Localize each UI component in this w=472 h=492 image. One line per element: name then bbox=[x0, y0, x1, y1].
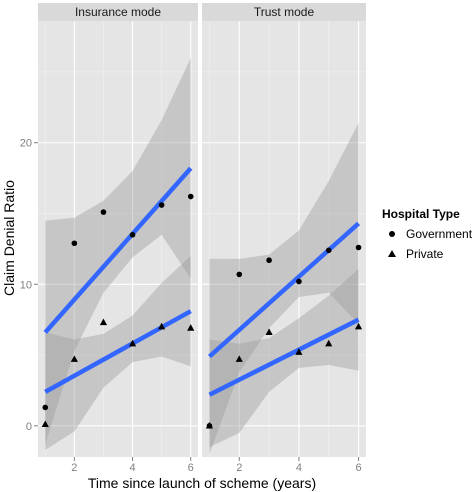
data-point-private bbox=[70, 355, 78, 362]
legend: Hospital Type Government Private bbox=[382, 207, 472, 261]
data-point-private bbox=[128, 339, 137, 347]
panel-strip bbox=[202, 3, 366, 21]
legend-triangle-marker bbox=[388, 250, 396, 257]
data-point-government bbox=[296, 278, 302, 285]
data-point-government bbox=[355, 244, 362, 251]
x-tick-label: 4 bbox=[296, 462, 302, 474]
data-point-private bbox=[235, 355, 243, 362]
data-point-government bbox=[42, 404, 49, 411]
data-point-government bbox=[71, 240, 78, 247]
legend-label-private: Private bbox=[406, 247, 444, 261]
facet-panels: Insurance mode 2 4 6 0 10 20 Trust mode 2 4 6 bbox=[20, 3, 366, 474]
data-point-private bbox=[325, 339, 333, 347]
legend-circle-marker bbox=[389, 231, 395, 237]
data-point-government bbox=[187, 193, 194, 200]
data-point-government bbox=[325, 247, 332, 254]
fit-line-government bbox=[207, 221, 361, 359]
x-tick-label: 6 bbox=[188, 462, 194, 474]
legend-title: Hospital Type bbox=[382, 207, 460, 221]
x-tick-label: 6 bbox=[355, 462, 361, 474]
data-point-government bbox=[100, 209, 107, 215]
data-point-government bbox=[158, 202, 165, 208]
y-tick-label: 20 bbox=[20, 138, 32, 150]
data-point-government bbox=[129, 231, 136, 238]
data-point-private bbox=[187, 324, 195, 331]
fit-line-private bbox=[208, 317, 360, 397]
data-point-private bbox=[41, 420, 49, 428]
panel-strip bbox=[38, 3, 198, 21]
y-tick-label: 10 bbox=[20, 279, 32, 291]
panel-title: Trust mode bbox=[254, 5, 315, 19]
legend-label-government: Government bbox=[406, 227, 472, 241]
x-tick-label: 2 bbox=[236, 462, 242, 474]
x-axis-title: Time since launch of scheme (years) bbox=[88, 475, 316, 491]
fit-line-government bbox=[43, 166, 193, 334]
fit-line-private bbox=[44, 309, 192, 394]
y-axis-title: Claim Denial Ratio bbox=[1, 180, 17, 296]
x-tick-label: 4 bbox=[129, 462, 135, 474]
data-point-government bbox=[236, 271, 243, 278]
panel-background bbox=[38, 21, 198, 457]
y-tick-label: 0 bbox=[26, 421, 32, 433]
data-point-private bbox=[295, 348, 303, 355]
panel-title: Insurance mode bbox=[75, 5, 161, 19]
data-point-private bbox=[265, 328, 273, 336]
data-point-private bbox=[158, 322, 166, 330]
data-point-private bbox=[99, 318, 108, 326]
data-point-private bbox=[354, 322, 363, 330]
panel-1: Insurance mode 2 4 6 0 10 20 bbox=[20, 3, 198, 474]
x-tick-label: 2 bbox=[71, 462, 77, 474]
data-point-government bbox=[266, 257, 272, 264]
data-point-private bbox=[205, 421, 214, 429]
panel-2: Trust mode 2 4 6 bbox=[202, 3, 366, 474]
